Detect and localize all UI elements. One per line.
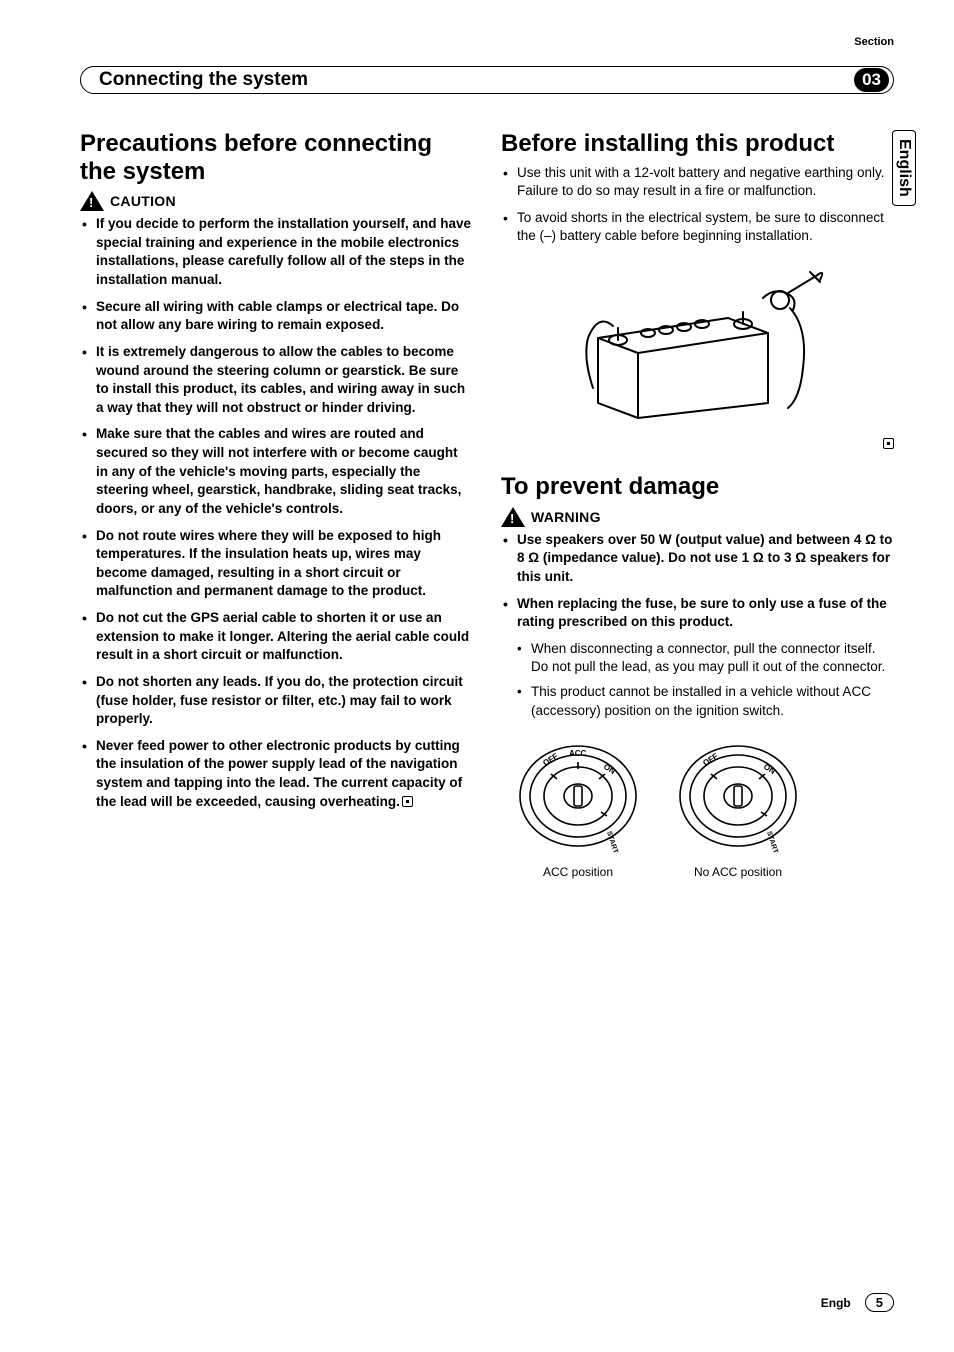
list-item: Make sure that the cables and wires are … xyxy=(80,425,473,518)
chapter-header: Connecting the system 03 xyxy=(80,66,894,94)
list-item: Use speakers over 50 W (output value) an… xyxy=(501,531,894,587)
warning-list: Use speakers over 50 W (output value) an… xyxy=(501,531,894,632)
caution-row: CAUTION xyxy=(80,191,473,211)
list-item: When replacing the fuse, be sure to only… xyxy=(501,595,894,632)
page-number: 5 xyxy=(865,1293,894,1312)
list-item: To avoid shorts in the electrical system… xyxy=(501,209,894,246)
caution-label: CAUTION xyxy=(110,193,176,209)
acc-caption: ACC position xyxy=(513,865,643,879)
right-column: Before installing this product Use this … xyxy=(501,130,894,879)
warning-sublist: When disconnecting a connector, pull the… xyxy=(501,640,894,721)
warning-label: WARNING xyxy=(531,509,601,525)
ignition-noacc-icon: OFF ON START xyxy=(673,734,803,854)
list-item: Do not cut the GPS aerial cable to short… xyxy=(80,609,473,665)
list-item: This product cannot be installed in a ve… xyxy=(501,683,894,720)
list-item: Do not shorten any leads. If you do, the… xyxy=(80,673,473,729)
section-label: Section xyxy=(854,36,894,48)
footer-lang-code: Engb xyxy=(821,1296,851,1310)
language-tab: English xyxy=(892,130,916,206)
before-install-list: Use this unit with a 12-volt battery and… xyxy=(501,164,894,247)
prevent-damage-heading: To prevent damage xyxy=(501,473,894,501)
list-item: Do not route wires where they will be ex… xyxy=(80,527,473,602)
precautions-heading: Precautions before connecting the system xyxy=(80,130,473,185)
chapter-title: Connecting the system xyxy=(99,69,308,91)
page: Section Connecting the system 03 English… xyxy=(0,0,954,1352)
ign-off-text: OFF xyxy=(541,752,559,768)
warning-row: WARNING xyxy=(501,507,894,527)
battery-disconnect-figure xyxy=(558,258,838,428)
left-column: Precautions before connecting the system… xyxy=(80,130,473,879)
ign-acc-text: ACC xyxy=(569,749,587,758)
ignition-figures-row: OFF ACC ON START ACC position xyxy=(501,734,894,879)
warning-triangle-icon xyxy=(501,507,525,527)
chapter-number-badge: 03 xyxy=(854,68,889,92)
content-columns: Precautions before connecting the system… xyxy=(80,130,894,879)
end-of-section-icon xyxy=(883,438,894,449)
before-install-heading: Before installing this product xyxy=(501,130,894,158)
list-item: If you decide to perform the installatio… xyxy=(80,215,473,290)
list-item: Secure all wiring with cable clamps or e… xyxy=(80,298,473,335)
list-item: It is extremely dangerous to allow the c… xyxy=(80,343,473,418)
list-item: When disconnecting a connector, pull the… xyxy=(501,640,894,677)
end-of-section-icon xyxy=(402,796,413,807)
ignition-acc-icon: OFF ACC ON START xyxy=(513,734,643,854)
page-footer: Engb 5 xyxy=(821,1293,894,1312)
list-item: Never feed power to other electronic pro… xyxy=(80,737,473,812)
ignition-noacc-figure: OFF ON START No ACC position xyxy=(673,734,803,879)
noacc-caption: No ACC position xyxy=(673,865,803,879)
caution-list: If you decide to perform the installatio… xyxy=(80,215,473,811)
warning-triangle-icon xyxy=(80,191,104,211)
list-item: Use this unit with a 12-volt battery and… xyxy=(501,164,894,201)
ign-off-text: OFF xyxy=(701,752,719,768)
ignition-acc-figure: OFF ACC ON START ACC position xyxy=(513,734,643,879)
